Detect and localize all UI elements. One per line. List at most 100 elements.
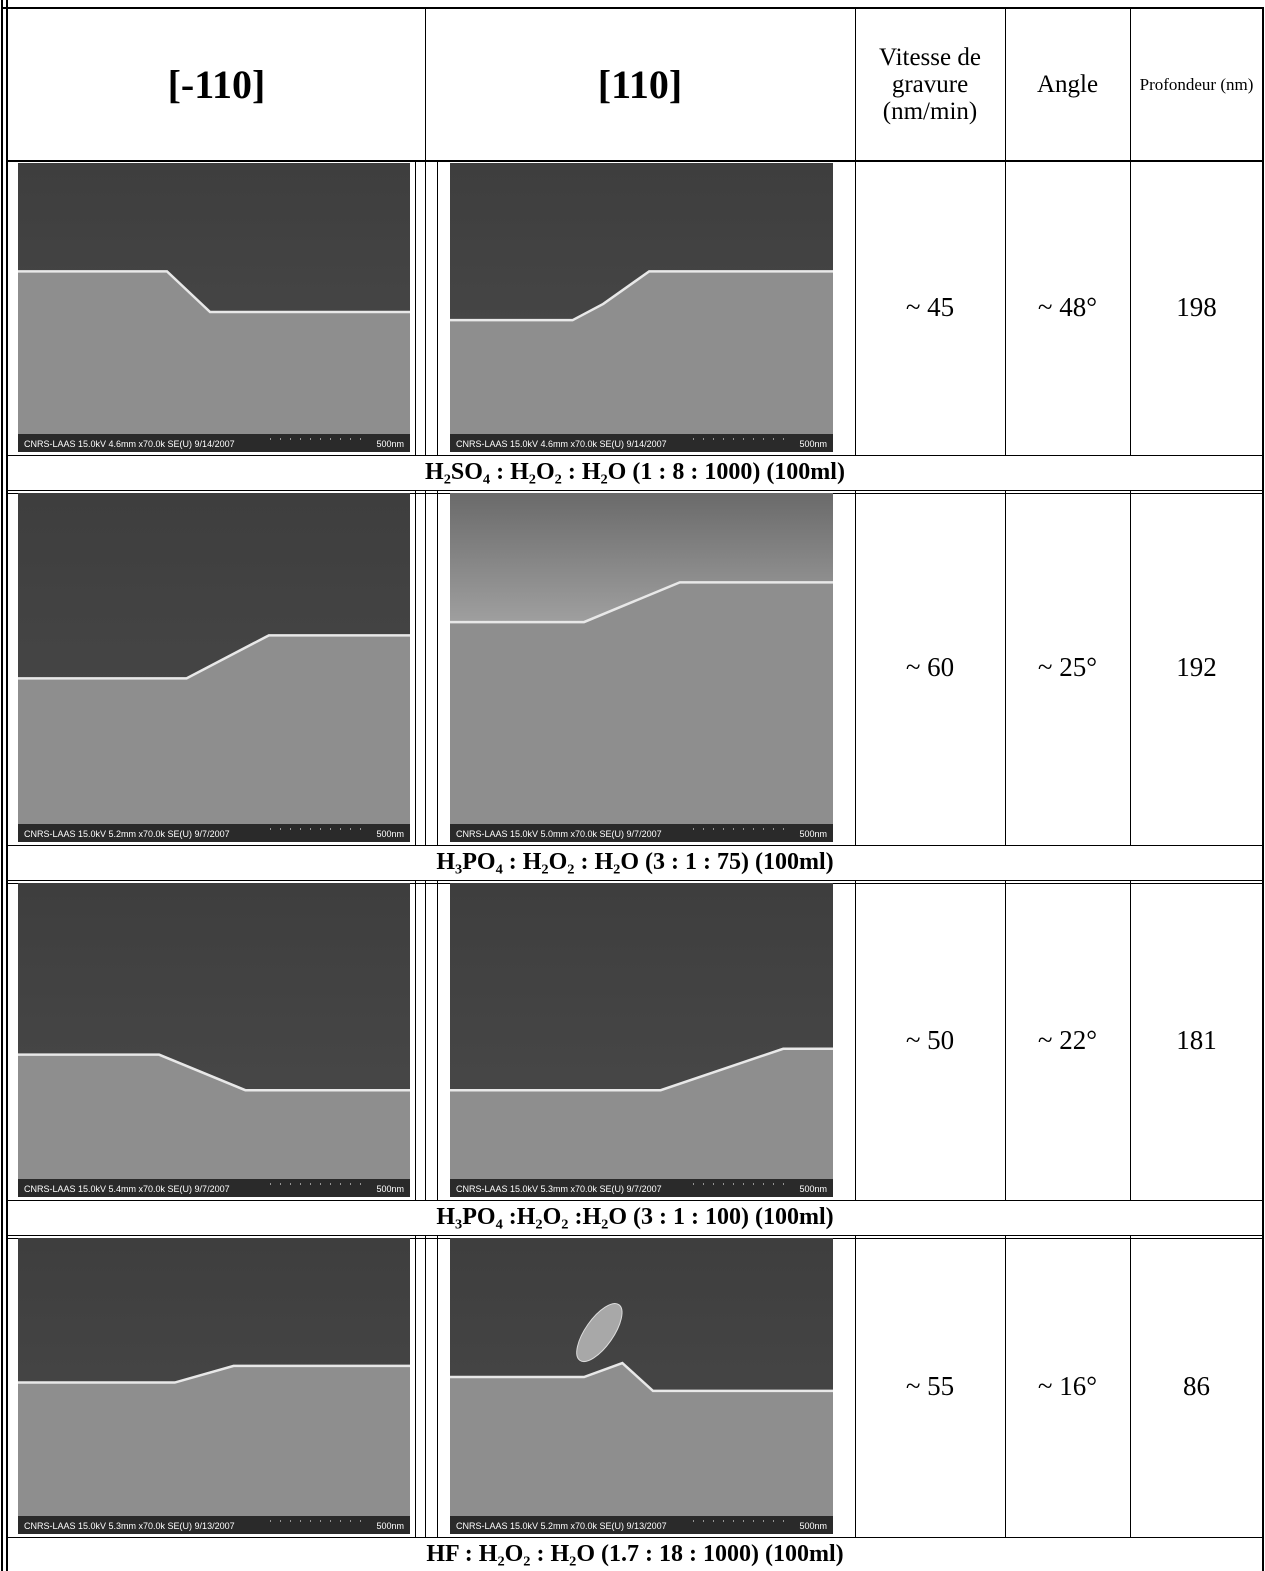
- sem-scale: 500nm: [376, 829, 404, 839]
- rule: [855, 8, 856, 455]
- sem-image: CNRS-LAAS 15.0kV 5.0mm x70.0k SE(U) 9/7/…: [450, 493, 833, 842]
- cell-value: ~ 16°: [1037, 1370, 1098, 1401]
- sem-caption: CNRS-LAAS 15.0kV 4.6mm x70.0k SE(U) 9/14…: [24, 439, 235, 449]
- sem-scale: 500nm: [799, 439, 827, 449]
- sem-edge: [18, 270, 410, 314]
- sem-caption: CNRS-LAAS 15.0kV 4.6mm x70.0k SE(U) 9/14…: [456, 439, 667, 449]
- sem-edge: [450, 1361, 833, 1393]
- caption-bar: [18, 434, 410, 452]
- rule: [1130, 490, 1131, 845]
- sem-image: CNRS-LAAS 15.0kV 4.6mm x70.0k SE(U) 9/14…: [18, 163, 410, 452]
- rule: [1005, 1235, 1006, 1537]
- cell-value: 198: [1176, 292, 1217, 322]
- cell-value: 86: [1183, 1370, 1210, 1401]
- rule: [437, 160, 438, 455]
- solution-label: H₃PO₄ :H₂O₂ :H₂O (3 : 1 : 100) (100ml): [436, 1204, 834, 1230]
- sem-caption: CNRS-LAAS 15.0kV 5.2mm x70.0k SE(U) 9/13…: [456, 1521, 667, 1531]
- rule: [415, 1235, 416, 1537]
- rule: [6, 1235, 1264, 1236]
- rule: [425, 880, 426, 1200]
- column-header: Angle: [1036, 70, 1099, 98]
- sem-image: CNRS-LAAS 15.0kV 4.6mm x70.0k SE(U) 9/14…: [450, 163, 833, 452]
- rule: [855, 490, 856, 845]
- rule: [1130, 1235, 1131, 1537]
- sem-scale: 500nm: [376, 439, 404, 449]
- rule: [415, 490, 416, 845]
- caption-bar: [450, 1179, 833, 1197]
- cell-value: ~ 48°: [1037, 292, 1098, 322]
- rule: [6, 1200, 1264, 1201]
- cell-value: ~ 55: [905, 1370, 955, 1401]
- rule: [415, 160, 416, 455]
- column-header: Vitesse de gravure (nm/min): [879, 43, 981, 125]
- rule: [1262, 8, 1264, 1571]
- sem-substrate: [18, 271, 410, 434]
- solution-label: H₂SO₄ : H₂O₂ : H₂O (1 : 8 : 1000) (100ml…: [425, 459, 845, 485]
- rule: [415, 880, 416, 1200]
- sem-caption: CNRS-LAAS 15.0kV 5.0mm x70.0k SE(U) 9/7/…: [456, 829, 662, 839]
- sem-edge: [18, 1053, 410, 1092]
- cell-value: ~ 45: [905, 292, 955, 322]
- sem-caption: CNRS-LAAS 15.0kV 5.3mm x70.0k SE(U) 9/13…: [24, 1521, 235, 1531]
- rule: [6, 1537, 1264, 1538]
- sem-particle: [576, 1303, 623, 1363]
- rule: [6, 455, 1264, 456]
- rule: [437, 490, 438, 845]
- sem-scale: 500nm: [799, 1184, 827, 1194]
- sem-image: CNRS-LAAS 15.0kV 5.4mm x70.0k SE(U) 9/7/…: [18, 883, 410, 1197]
- caption-bar: [18, 1179, 410, 1197]
- sem-scale: 500nm: [799, 1521, 827, 1531]
- cell-value: ~ 60: [905, 652, 955, 682]
- rule: [6, 845, 1264, 846]
- rule: [6, 160, 1264, 162]
- sem-image: CNRS-LAAS 15.0kV 5.2mm x70.0k SE(U) 9/7/…: [18, 493, 410, 842]
- sem-substrate: [18, 635, 410, 824]
- caption-bar: [450, 1516, 833, 1534]
- cell-value: 192: [1176, 652, 1217, 682]
- rule: [425, 1235, 426, 1537]
- rule: [1130, 8, 1131, 455]
- caption-bar: [18, 1516, 410, 1534]
- column-header: [-110]: [167, 61, 266, 107]
- sem-substrate: [450, 582, 833, 824]
- column-header: [110]: [597, 61, 683, 107]
- sem-edge: [450, 1047, 833, 1092]
- caption-bar: [450, 434, 833, 452]
- solution-label: HF : H₂O₂ : H₂O (1.7 : 18 : 1000) (100ml…: [426, 1540, 844, 1567]
- caption-bar: [18, 824, 410, 842]
- column-header: Profondeur (nm): [1139, 74, 1254, 94]
- sem-substrate: [18, 1054, 410, 1179]
- rule: [1005, 880, 1006, 1200]
- rule: [6, 0, 8, 1571]
- sem-substrate: [18, 1365, 410, 1516]
- rule: [1, 0, 3, 1571]
- sem-substrate: [450, 271, 833, 434]
- sem-caption: CNRS-LAAS 15.0kV 5.3mm x70.0k SE(U) 9/7/…: [456, 1184, 662, 1194]
- cell-value: ~ 50: [905, 1024, 955, 1055]
- sem-scale: 500nm: [376, 1521, 404, 1531]
- sem-scale: 500nm: [799, 829, 827, 839]
- sem-edge: [450, 270, 833, 322]
- rule: [425, 490, 426, 845]
- sem-image: CNRS-LAAS 15.0kV 5.2mm x70.0k SE(U) 9/13…: [450, 1238, 833, 1534]
- caption-bar: [450, 824, 833, 842]
- sem-edge: [18, 1364, 410, 1384]
- sem-image: CNRS-LAAS 15.0kV 5.3mm x70.0k SE(U) 9/13…: [18, 1238, 410, 1534]
- sem-edge: [450, 581, 833, 624]
- sem-scale: 500nm: [376, 1184, 404, 1194]
- sem-image: CNRS-LAAS 15.0kV 5.3mm x70.0k SE(U) 9/7/…: [450, 883, 833, 1197]
- rule: [437, 880, 438, 1200]
- sem-caption: CNRS-LAAS 15.0kV 5.4mm x70.0k SE(U) 9/7/…: [24, 1184, 230, 1194]
- rule: [1005, 490, 1006, 845]
- cell-value: ~ 25°: [1037, 652, 1098, 682]
- rule: [437, 1235, 438, 1537]
- solution-label: H₃PO₄ : H₂O₂ : H₂O (3 : 1 : 75) (100ml): [436, 849, 834, 875]
- rule: [425, 8, 426, 455]
- rule: [855, 1235, 856, 1537]
- rule: [1130, 880, 1131, 1200]
- cell-value: ~ 22°: [1037, 1024, 1098, 1055]
- rule: [6, 490, 1264, 491]
- rule: [1005, 8, 1006, 455]
- rule: [855, 880, 856, 1200]
